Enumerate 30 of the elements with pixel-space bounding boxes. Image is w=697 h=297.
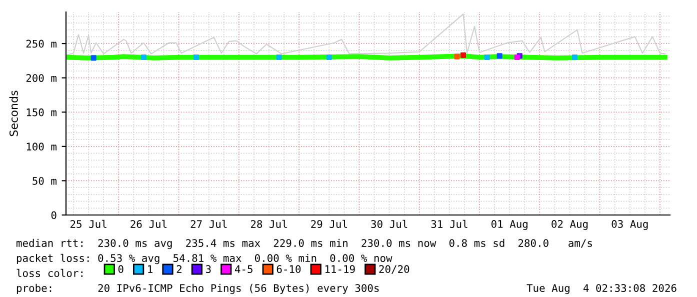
legend-label: 0 [118, 265, 124, 274]
y-tick-label: 0 [51, 211, 56, 220]
legend-label: 1 [148, 265, 152, 273]
x-tick-label: 31 Jul [431, 220, 468, 228]
y-tick-label: 150 m [26, 108, 56, 116]
legend-label: 2 [176, 265, 182, 273]
y-tick-label: 50 m [32, 176, 56, 185]
x-tick-label: 29 Jul [311, 220, 347, 228]
text: Tue Aug 4 02:33:08 2026 [526, 284, 676, 294]
legend-label: 20/20 [379, 265, 410, 274]
legend-label: 11-19 [325, 265, 355, 274]
y-tick-label: 100 m [26, 142, 56, 151]
text: probe: 20 IPv6-ICMP Echo Pings (56 Bytes) every 300s [16, 284, 379, 294]
y-axis-title: Seconds [9, 90, 18, 136]
x-tick-label: 02 Aug [552, 220, 588, 230]
y-tick-label: 200 m [26, 74, 56, 82]
legend-label: 6-10 [276, 265, 301, 274]
legend-label: 3 [206, 265, 211, 274]
x-tick-label: 28 Jul [250, 220, 287, 228]
x-tick-label: 27 Jul [190, 220, 227, 228]
legend-label: 4-5 [234, 265, 252, 274]
x-tick-label: 25 Jul [70, 220, 106, 228]
x-tick-label: 30 Jul [371, 220, 408, 228]
x-tick-label: 03 Aug [612, 220, 648, 230]
y-tick-label: 250 m [26, 40, 56, 48]
text: median rtt: 230.0 ms avg 235.4 ms max 229.0 ms min 230.0 ms now 0.8 ms sd 280.0 am/s [16, 238, 592, 250]
text: packet loss: 0.53 % avg 54.81 % max 0.00 % min 0.00 % now [16, 254, 392, 264]
text: loss color: [16, 268, 82, 278]
x-tick-label: 01 Aug [491, 220, 528, 230]
x-tick-label: 26 Jul [130, 220, 167, 228]
